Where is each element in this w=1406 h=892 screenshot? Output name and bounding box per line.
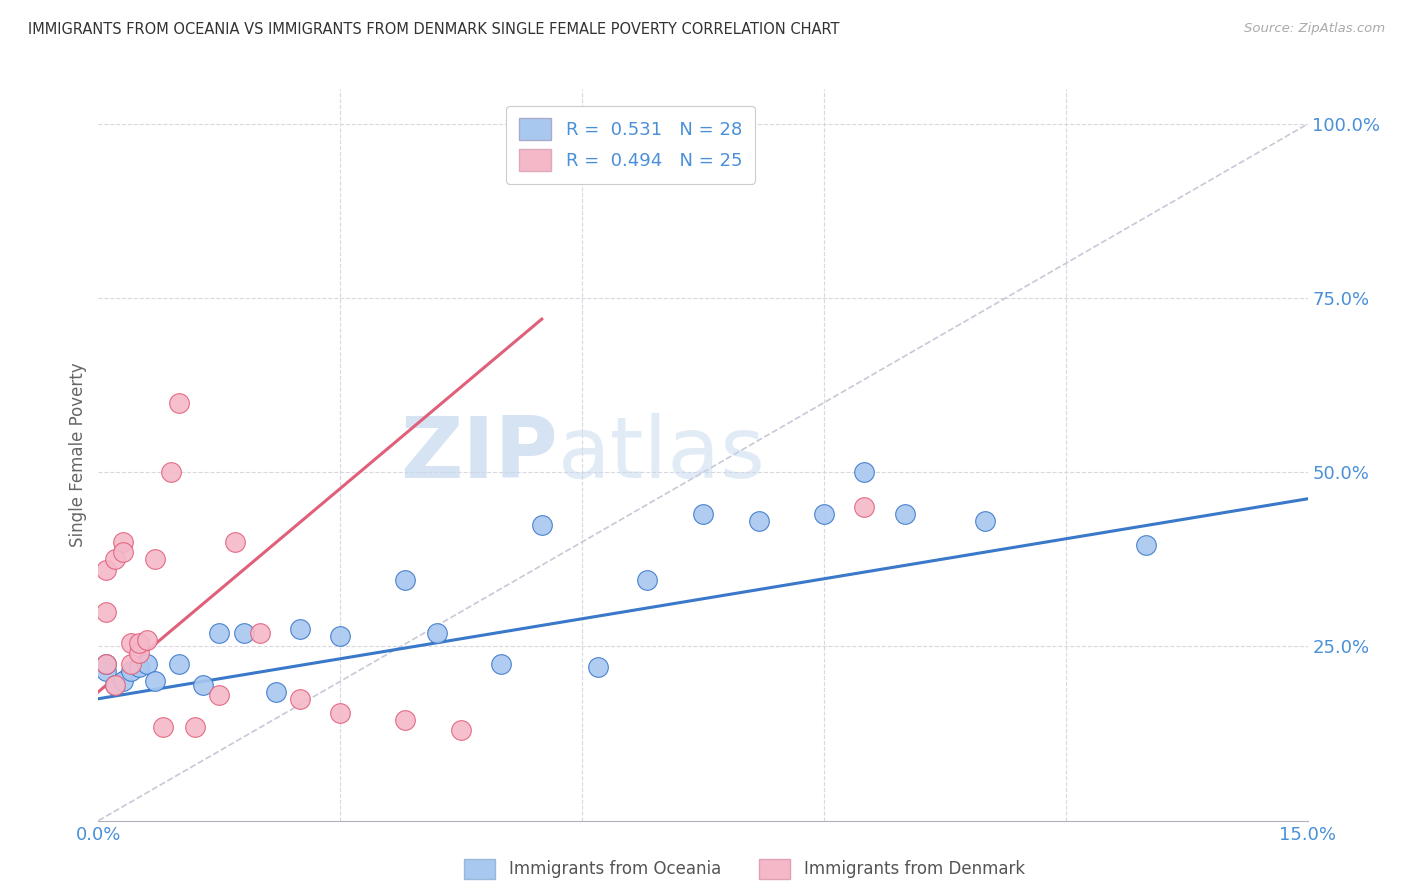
Point bbox=[208, 625, 231, 640]
Point bbox=[394, 713, 416, 727]
Point bbox=[128, 647, 150, 661]
Point bbox=[143, 674, 166, 689]
Point bbox=[288, 622, 311, 636]
Point bbox=[120, 657, 142, 671]
Point bbox=[491, 657, 513, 671]
Legend: R =  0.531   N = 28, R =  0.494   N = 25: R = 0.531 N = 28, R = 0.494 N = 25 bbox=[506, 105, 755, 184]
Point bbox=[135, 657, 157, 671]
Point bbox=[111, 535, 134, 549]
Text: IMMIGRANTS FROM OCEANIA VS IMMIGRANTS FROM DENMARK SINGLE FEMALE POVERTY CORRELA: IMMIGRANTS FROM OCEANIA VS IMMIGRANTS FR… bbox=[28, 22, 839, 37]
Point bbox=[329, 629, 352, 643]
Point bbox=[128, 636, 150, 650]
Point bbox=[1135, 539, 1157, 553]
Point bbox=[120, 664, 142, 678]
Point bbox=[232, 625, 254, 640]
Y-axis label: Single Female Poverty: Single Female Poverty bbox=[69, 363, 87, 547]
Point bbox=[111, 545, 134, 559]
Point bbox=[111, 674, 134, 689]
Point bbox=[853, 500, 876, 515]
Text: Immigrants from Oceania: Immigrants from Oceania bbox=[509, 860, 721, 878]
Point bbox=[264, 685, 287, 699]
Text: Immigrants from Denmark: Immigrants from Denmark bbox=[804, 860, 1025, 878]
Point bbox=[288, 691, 311, 706]
Point bbox=[120, 636, 142, 650]
Point bbox=[636, 574, 658, 588]
Text: atlas: atlas bbox=[558, 413, 766, 497]
Point bbox=[96, 664, 118, 678]
Point bbox=[974, 514, 997, 528]
Text: ZIP: ZIP bbox=[401, 413, 558, 497]
Point bbox=[530, 517, 553, 532]
Point bbox=[167, 657, 190, 671]
Point bbox=[184, 720, 207, 734]
Point bbox=[813, 507, 835, 521]
Point bbox=[152, 720, 174, 734]
Point bbox=[748, 514, 770, 528]
Point bbox=[426, 625, 449, 640]
Text: Source: ZipAtlas.com: Source: ZipAtlas.com bbox=[1244, 22, 1385, 36]
Point bbox=[167, 395, 190, 409]
Point bbox=[692, 507, 714, 521]
Point bbox=[329, 706, 352, 720]
Point bbox=[103, 678, 125, 692]
Point bbox=[96, 605, 118, 619]
Point bbox=[160, 466, 183, 480]
Point bbox=[103, 552, 125, 566]
Point bbox=[193, 678, 215, 692]
Point bbox=[586, 660, 609, 674]
Point bbox=[96, 657, 118, 671]
Point bbox=[450, 723, 472, 737]
Point bbox=[128, 660, 150, 674]
Point bbox=[96, 563, 118, 577]
Point bbox=[853, 466, 876, 480]
Point bbox=[96, 657, 118, 671]
Point bbox=[135, 632, 157, 647]
Point bbox=[394, 574, 416, 588]
Point bbox=[249, 625, 271, 640]
Point bbox=[208, 688, 231, 702]
Point bbox=[224, 535, 246, 549]
Point bbox=[143, 552, 166, 566]
Point bbox=[893, 507, 915, 521]
Point bbox=[103, 678, 125, 692]
